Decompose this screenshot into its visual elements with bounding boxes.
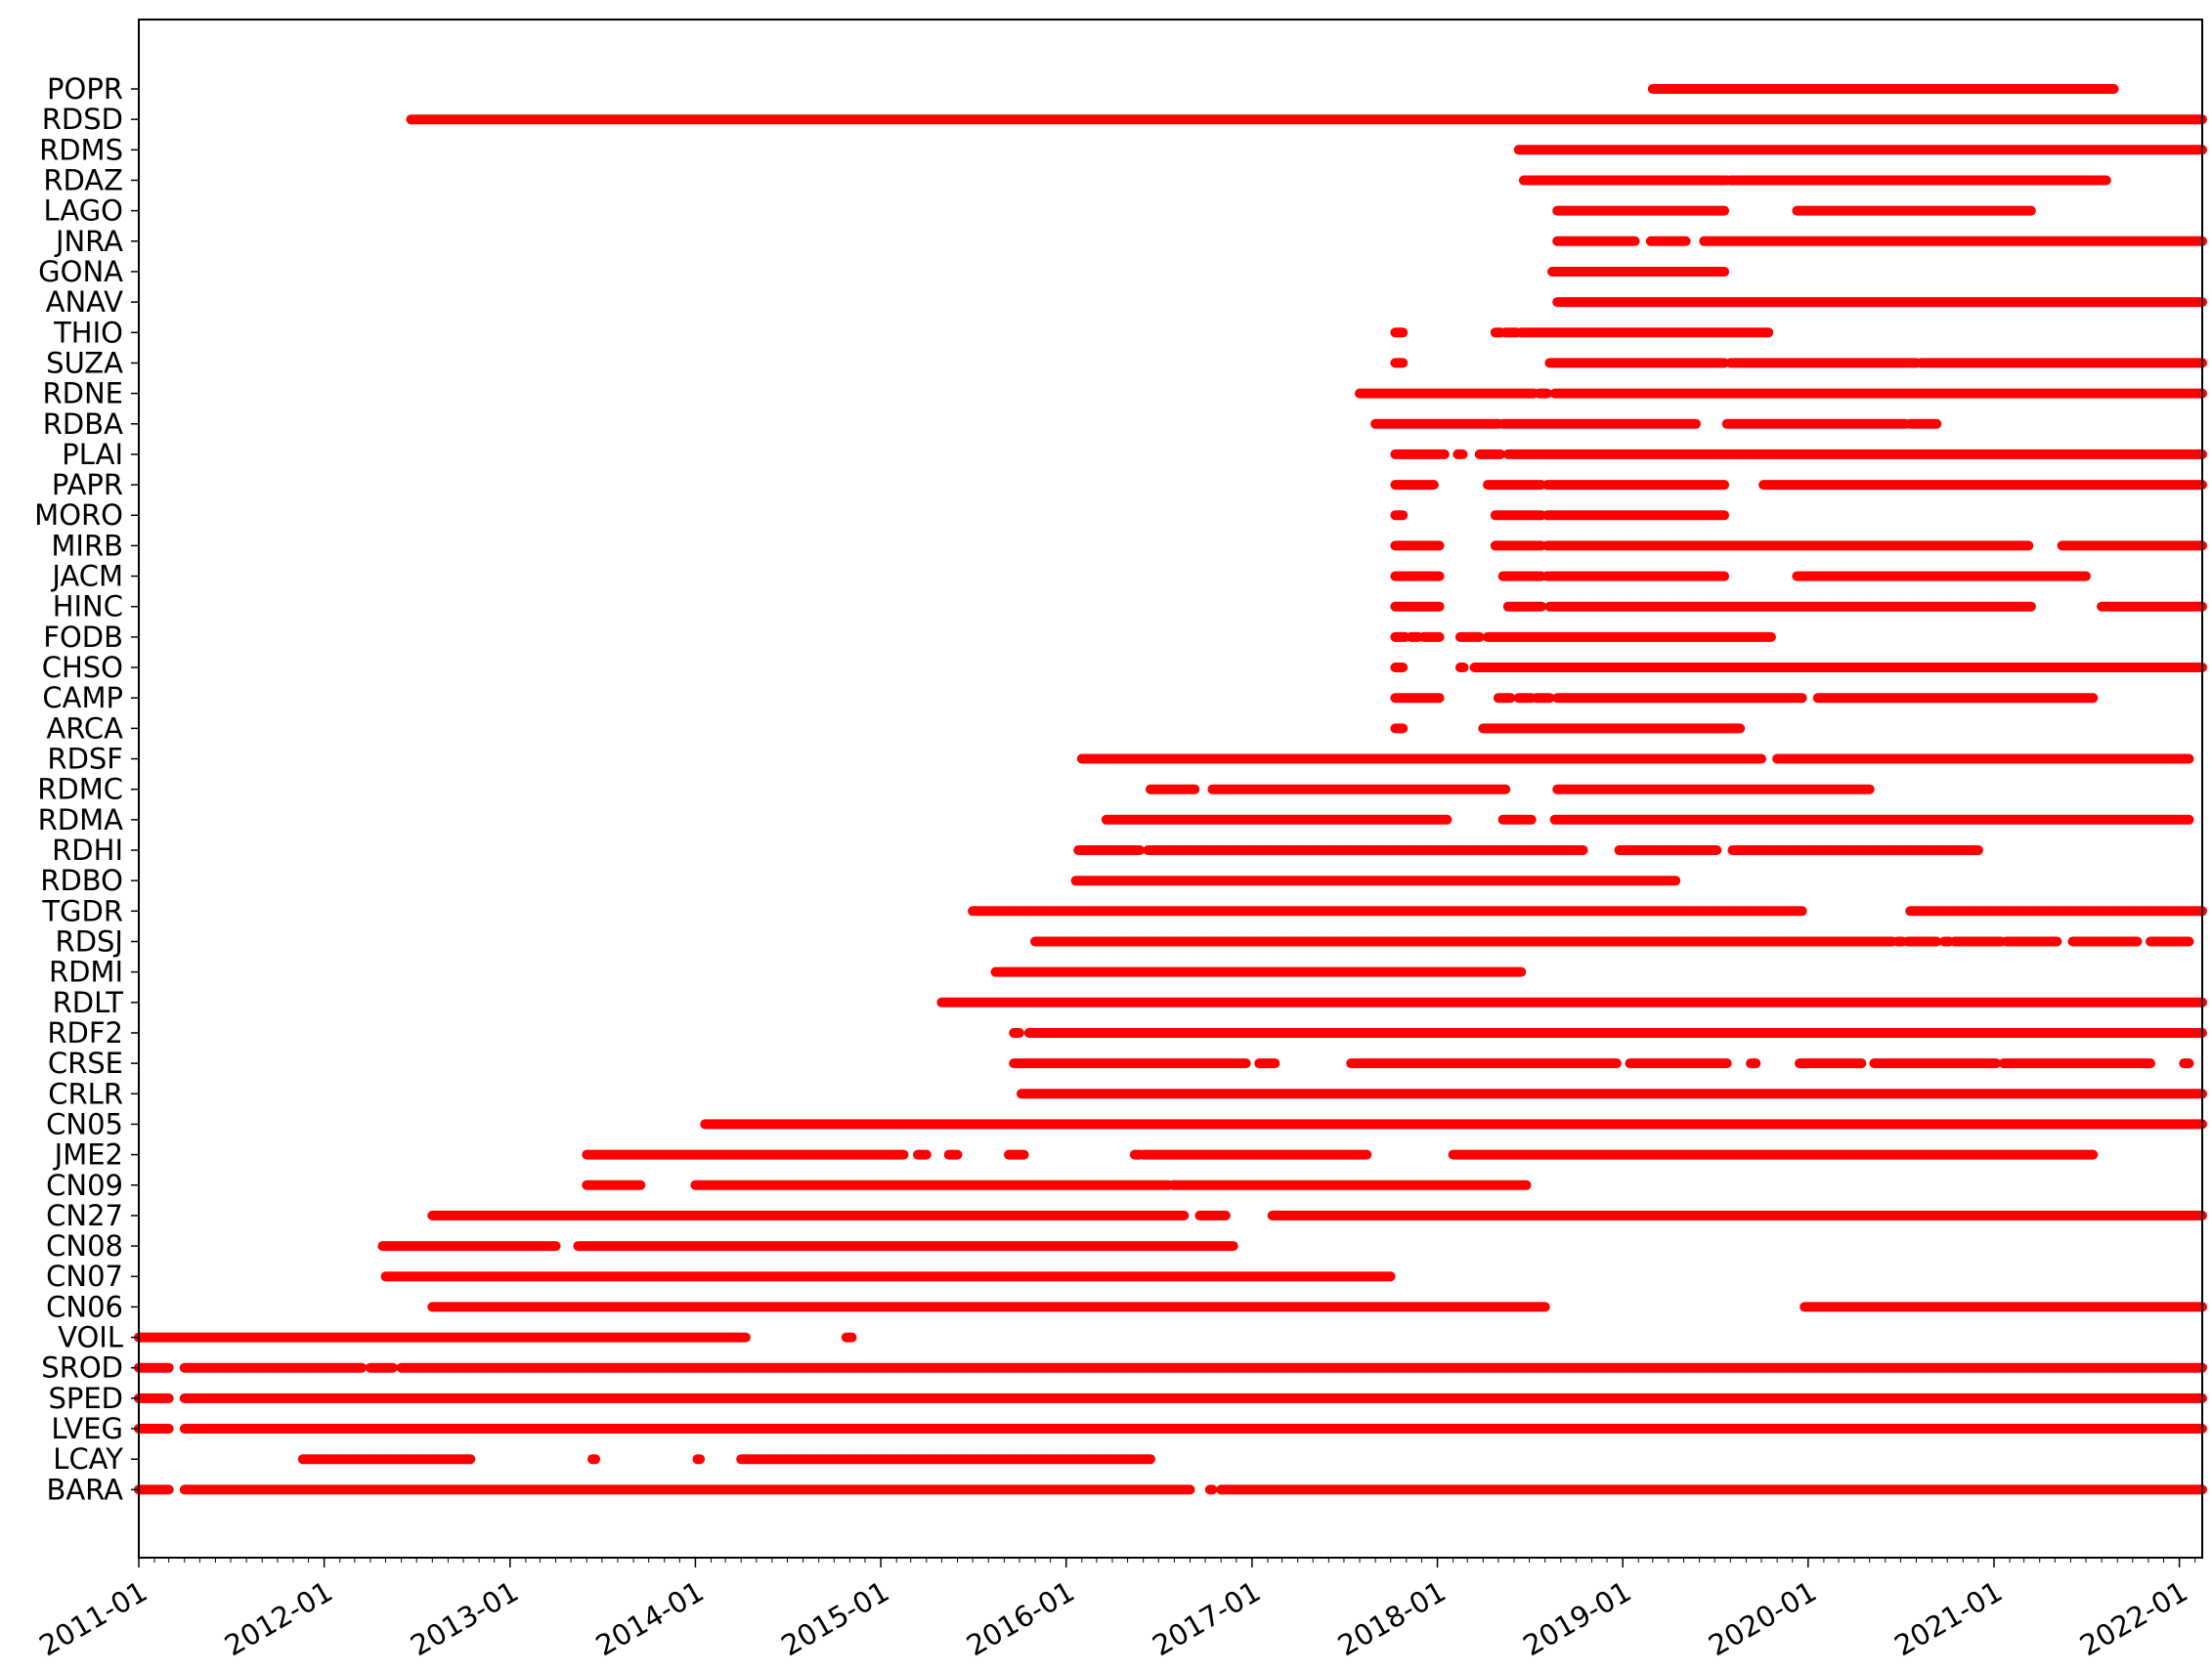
x-tick-label-2021-01: 2021-01 <box>1888 1574 2008 1662</box>
y-tick-label-popr: POPR <box>47 72 123 106</box>
y-tick-label-tgdr: TGDR <box>41 894 123 927</box>
y-tick-label-cn05: CN05 <box>46 1107 123 1140</box>
y-tick-label-rdma: RDMA <box>38 803 124 836</box>
x-tick-label-2017-01: 2017-01 <box>1147 1574 1266 1662</box>
x-tick-label-2022-01: 2022-01 <box>2074 1574 2193 1662</box>
y-tick-label-rdlt: RDLT <box>53 986 124 1019</box>
y-tick-label-camp: CAMP <box>42 681 123 714</box>
y-tick-label-cn08: CN08 <box>46 1229 123 1263</box>
y-tick-label-srod: SROD <box>41 1351 123 1385</box>
y-tick-label-bara: BARA <box>46 1473 123 1506</box>
y-tick-label-papr: PAPR <box>52 468 123 501</box>
y-tick-label-crse: CRSE <box>48 1047 123 1080</box>
x-tick-label-2018-01: 2018-01 <box>1332 1574 1452 1662</box>
y-tick-label-rdmc: RDMC <box>37 773 123 806</box>
y-tick-label-jnra: JNRA <box>54 225 123 258</box>
y-tick-label-hinc: HINC <box>53 590 123 623</box>
y-axis: BARALCAYLVEGSPEDSRODVOILCN06CN07CN08CN27… <box>34 72 139 1506</box>
x-tick-label-2016-01: 2016-01 <box>961 1574 1080 1662</box>
y-tick-label-fodb: FODB <box>43 621 123 654</box>
y-tick-label-rdsj: RDSJ <box>56 924 123 958</box>
y-tick-label-suza: SUZA <box>46 346 123 379</box>
y-tick-label-cn07: CN07 <box>46 1260 123 1293</box>
y-tick-label-rdbo: RDBO <box>40 864 123 897</box>
y-tick-label-jacm: JACM <box>50 560 123 593</box>
data-marks <box>134 84 2207 1495</box>
y-tick-label-lago: LAGO <box>44 194 123 228</box>
y-tick-label-moro: MORO <box>34 498 123 532</box>
y-tick-label-thio: THIO <box>53 316 123 349</box>
y-tick-label-plai: PLAI <box>62 438 123 471</box>
y-tick-label-rdhi: RDHI <box>52 834 123 867</box>
y-tick-label-rdf2: RDF2 <box>47 1016 123 1050</box>
y-tick-label-arca: ARCA <box>46 711 123 745</box>
y-tick-label-cn09: CN09 <box>46 1169 123 1202</box>
y-tick-label-cn27: CN27 <box>46 1199 123 1232</box>
y-tick-label-jme2: JME2 <box>53 1138 123 1172</box>
plot-frame <box>138 19 2203 1559</box>
x-tick-label-2015-01: 2015-01 <box>775 1574 894 1662</box>
x-axis: 2011-01 2012-01 2013-01 2014-01 2015-01 2016-… <box>33 1558 2196 1662</box>
x-tick-label-2011-01: 2011-01 <box>33 1574 152 1662</box>
y-tick-label-rdsd: RDSD <box>42 103 123 136</box>
x-tick-label-2013-01: 2013-01 <box>405 1574 524 1662</box>
y-tick-label-voil: VOIL <box>58 1321 123 1354</box>
y-tick-label-rdmi: RDMI <box>49 956 123 989</box>
y-tick-label-lcay: LCAY <box>53 1442 123 1476</box>
y-tick-label-anav: ANAV <box>46 285 124 319</box>
y-tick-label-gona: GONA <box>38 255 123 288</box>
y-tick-label-chso: CHSO <box>42 651 123 684</box>
x-tick-label-2014-01: 2014-01 <box>590 1574 710 1662</box>
y-tick-label-lveg: LVEG <box>51 1412 123 1445</box>
y-tick-label-mirb: MIRB <box>51 529 123 562</box>
x-tick-label-2012-01: 2012-01 <box>219 1574 338 1662</box>
y-tick-label-rdba: RDBA <box>43 407 123 441</box>
y-tick-label-rdsf: RDSF <box>47 743 123 776</box>
y-tick-label-rdaz: RDAZ <box>43 163 123 196</box>
x-tick-label-2020-01: 2020-01 <box>1703 1574 1822 1662</box>
x-tick-label-2019-01: 2019-01 <box>1518 1574 1637 1662</box>
y-tick-label-cn06: CN06 <box>46 1290 123 1323</box>
y-tick-label-sped: SPED <box>48 1382 123 1415</box>
y-tick-label-rdms: RDMS <box>39 133 123 166</box>
y-tick-label-crlr: CRLR <box>48 1077 123 1110</box>
y-tick-label-rdne: RDNE <box>43 377 124 410</box>
